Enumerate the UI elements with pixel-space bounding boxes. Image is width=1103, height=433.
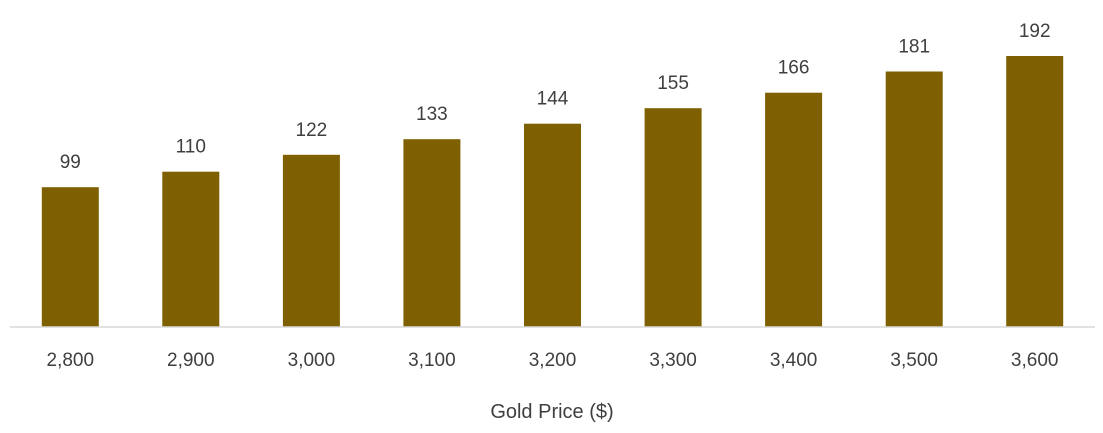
bar-7 bbox=[885, 71, 943, 327]
bars-layer bbox=[41, 56, 1064, 327]
x-tick-label-1: 2,900 bbox=[167, 350, 215, 371]
x-axis-title: Gold Price ($) bbox=[490, 401, 613, 423]
bar-0 bbox=[41, 187, 99, 327]
data-label-7: 181 bbox=[898, 37, 930, 58]
bar-8 bbox=[1006, 56, 1064, 327]
data-label-3: 133 bbox=[416, 104, 448, 125]
bar-4 bbox=[524, 123, 581, 327]
x-tick-label-8: 3,600 bbox=[1011, 350, 1059, 371]
data-label-6: 166 bbox=[778, 58, 810, 79]
x-tick-label-6: 3,400 bbox=[770, 350, 818, 371]
x-tick-label-0: 2,800 bbox=[47, 350, 95, 371]
data-label-0: 99 bbox=[60, 152, 81, 173]
data-label-5: 155 bbox=[657, 73, 689, 94]
x-tick-label-2: 3,000 bbox=[288, 350, 336, 371]
x-tick-label-7: 3,500 bbox=[890, 350, 938, 371]
bar-3 bbox=[403, 139, 461, 327]
x-tick-label-4: 3,200 bbox=[529, 350, 577, 371]
data-label-8: 192 bbox=[1019, 21, 1051, 42]
bar-6 bbox=[765, 92, 823, 327]
data-label-1: 110 bbox=[176, 137, 206, 158]
bar-1 bbox=[162, 171, 220, 327]
x-tick-label-3: 3,100 bbox=[408, 350, 456, 371]
bar-2 bbox=[282, 154, 340, 327]
data-label-4: 144 bbox=[537, 89, 569, 110]
data-label-2: 122 bbox=[296, 120, 328, 141]
bar-5 bbox=[644, 108, 702, 327]
data-labels-layer: 99 110 122 133 144 155 166 181 192 bbox=[60, 21, 1051, 173]
x-tick-label-5: 3,300 bbox=[649, 350, 697, 371]
x-tick-labels-layer: 2,800 2,900 3,000 3,100 3,200 3,300 3,400 3,500… bbox=[47, 350, 1059, 371]
